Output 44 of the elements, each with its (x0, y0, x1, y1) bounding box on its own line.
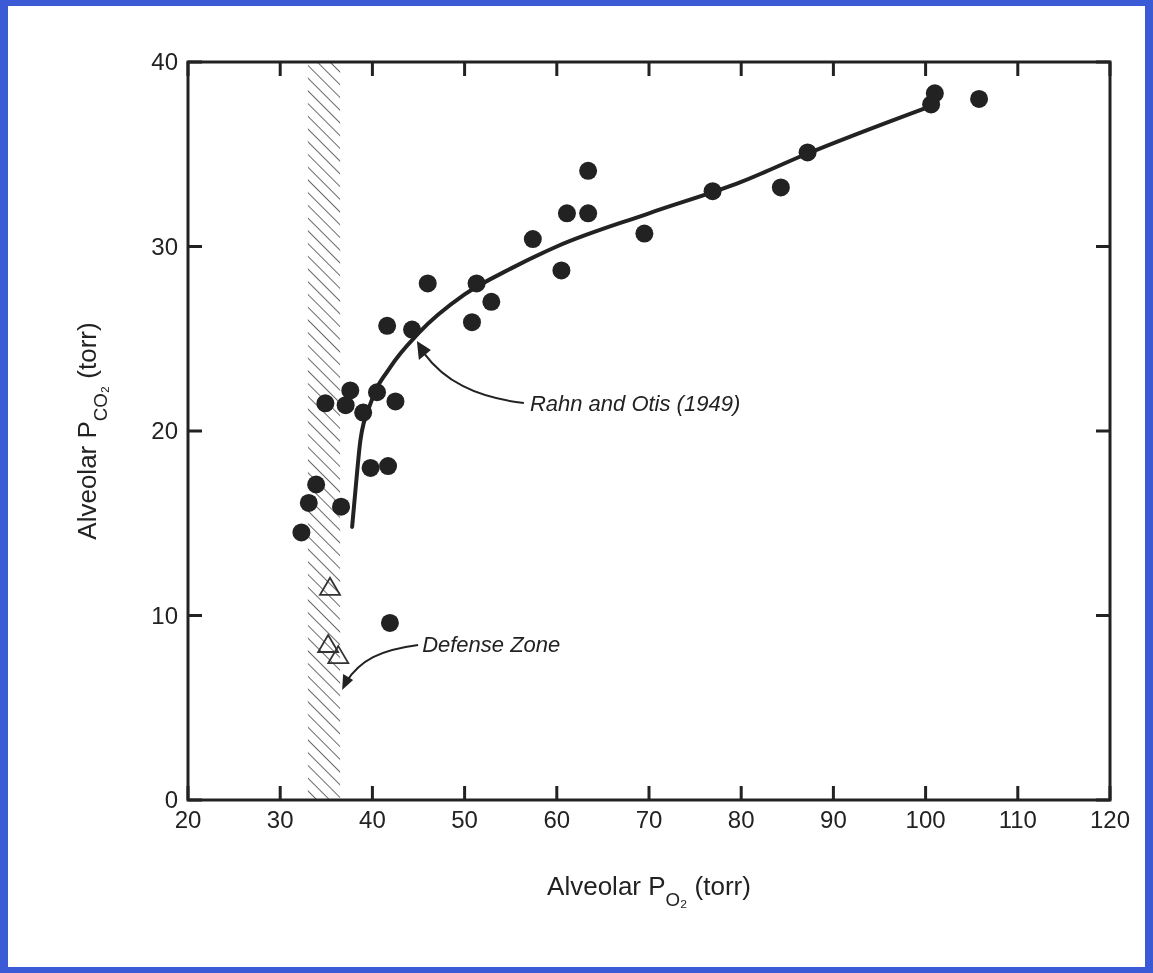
x-tick-label: 110 (998, 806, 1037, 833)
y-tick-label: 10 (151, 601, 178, 629)
x-tick-label: 30 (266, 806, 294, 833)
point (380, 613, 399, 632)
point (292, 523, 311, 542)
point (316, 394, 335, 413)
y-tick-label: 40 (151, 48, 178, 75)
y-tick-label: 20 (151, 417, 178, 444)
point (579, 204, 598, 223)
point (319, 576, 341, 596)
point (361, 458, 380, 477)
point (378, 316, 397, 335)
point (482, 292, 501, 311)
point (925, 84, 944, 103)
point (332, 497, 351, 516)
point (552, 261, 571, 280)
point (341, 381, 360, 400)
point (557, 204, 576, 223)
point (970, 89, 989, 108)
x-tick-label: 50 (451, 806, 478, 833)
point (418, 274, 437, 293)
x-tick-label: 70 (635, 806, 663, 833)
point (635, 224, 654, 243)
x-tick-label: 100 (905, 806, 946, 833)
point (307, 475, 326, 494)
point (771, 178, 790, 197)
point (579, 161, 598, 180)
point (386, 392, 405, 411)
x-tick-label: 40 (359, 806, 386, 833)
point (317, 634, 340, 653)
y-tick-label: 30 (151, 232, 178, 260)
annotation: Rahn and Otis (1949) (529, 391, 741, 417)
x-tick-label: 60 (543, 806, 571, 833)
x-tick-label: 120 (1089, 806, 1131, 833)
x-axis-title: Alveolar P$_{O₂}$ (torr) (547, 871, 751, 910)
x-tick-label: 90 (820, 806, 847, 833)
point (299, 493, 318, 512)
point (336, 396, 355, 415)
point (462, 313, 481, 332)
x-tick-label: 80 (727, 806, 755, 833)
point (523, 230, 542, 249)
point (327, 645, 350, 664)
point (379, 457, 398, 476)
band-label: Defense Zone (422, 632, 561, 657)
